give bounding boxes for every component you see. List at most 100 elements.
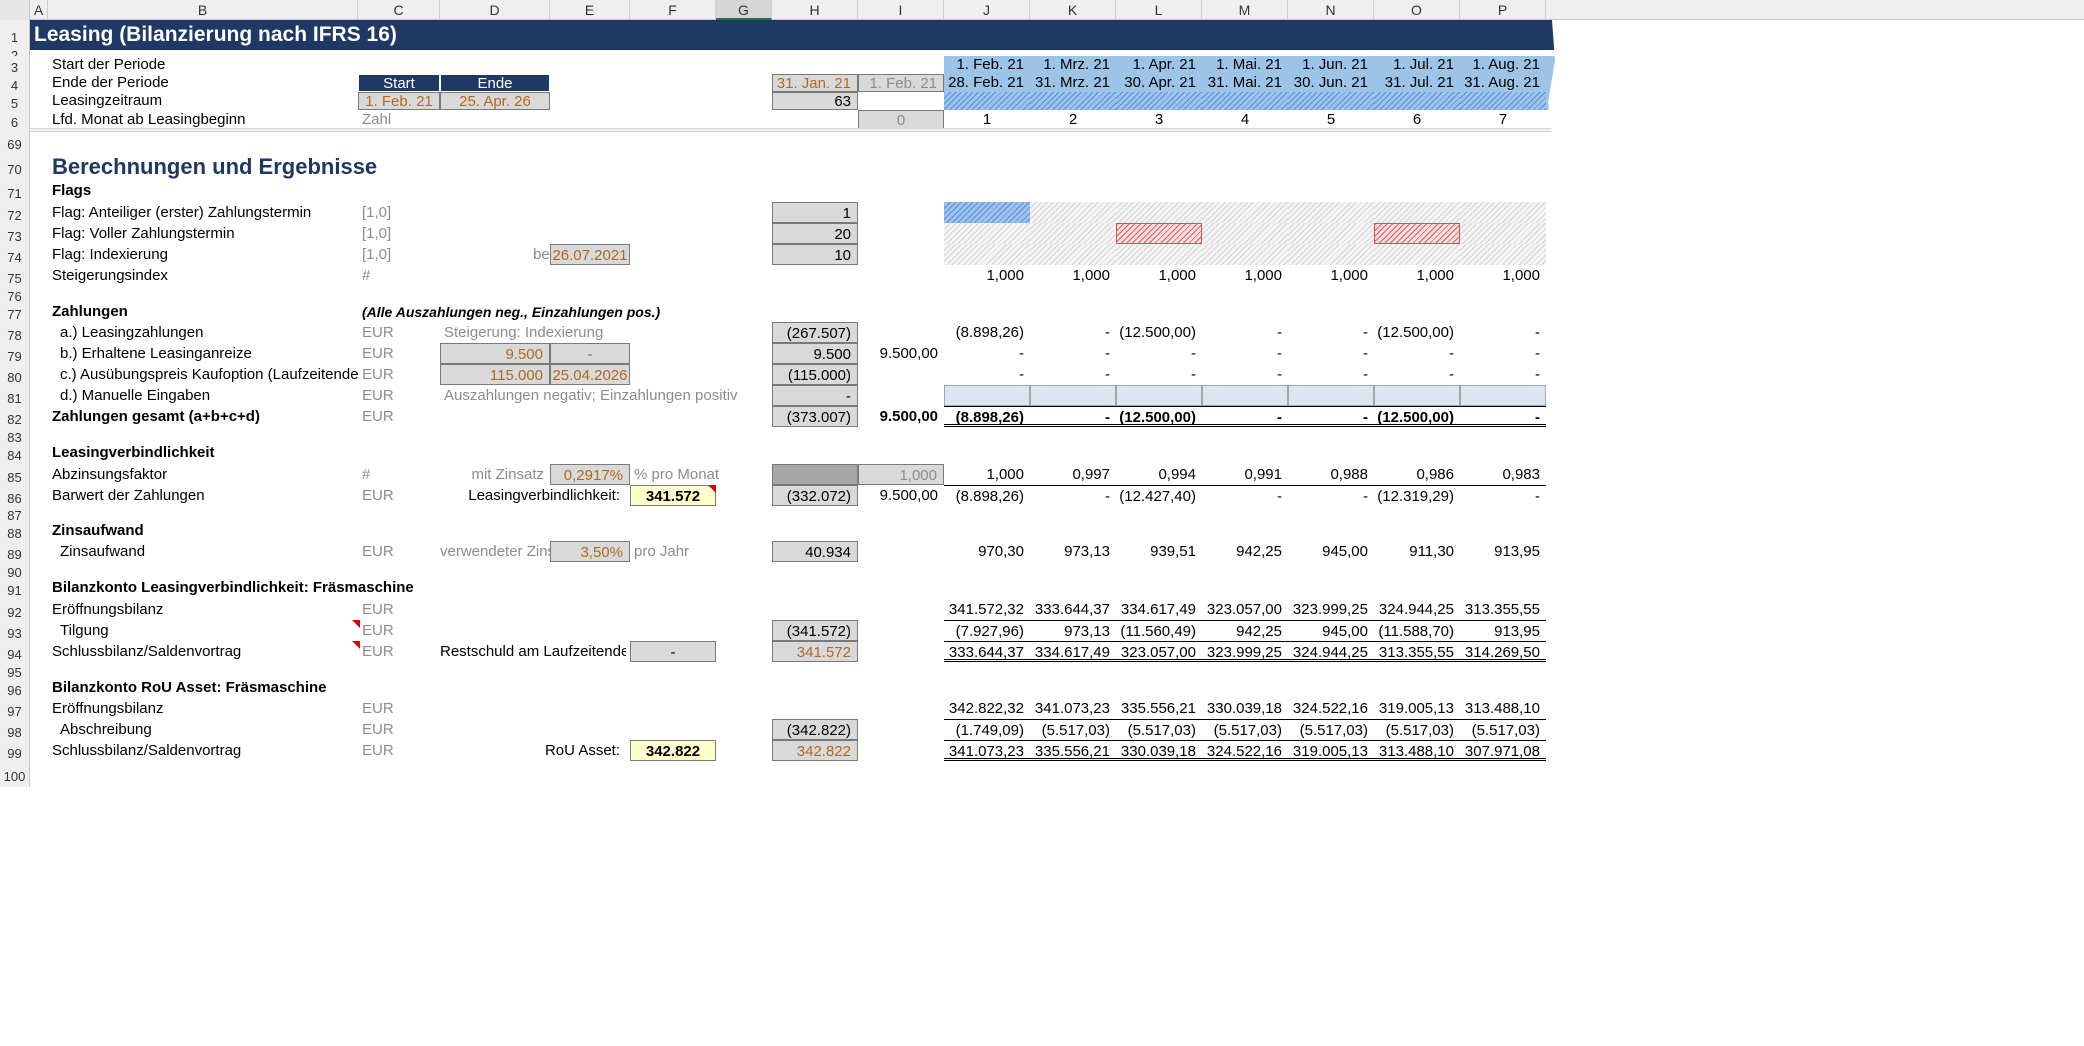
- rou-closing-value[interactable]: 307.971,08: [1460, 740, 1546, 761]
- manual-input-cell[interactable]: [1030, 385, 1116, 406]
- repayment-value[interactable]: 913,95: [1460, 620, 1546, 641]
- column-header-e[interactable]: E: [550, 0, 630, 20]
- manual-inputs-label[interactable]: d.) Manuelle Eingaben: [60, 387, 211, 404]
- purchase-option-label[interactable]: c.) Ausübungspreis Kaufoption (Laufzeite…: [60, 366, 358, 383]
- column-header-g[interactable]: G: [716, 0, 772, 20]
- incentive-initial[interactable]: 9.500,00: [879, 345, 938, 362]
- rou-opening-value[interactable]: 330.039,18: [1206, 700, 1282, 717]
- lease-liability-label[interactable]: Leasingverbindlichkeit:: [468, 487, 620, 504]
- timeline-end-date[interactable]: 30. Jun. 21: [1288, 74, 1374, 92]
- timeline-month-number[interactable]: 6: [1412, 111, 1422, 128]
- option-value[interactable]: -: [1277, 366, 1282, 383]
- manual-input-cell[interactable]: [1202, 385, 1288, 406]
- rou-asset-value[interactable]: 342.822: [630, 740, 716, 761]
- repayment-value[interactable]: 973,13: [1030, 620, 1116, 641]
- payments-heading[interactable]: Zahlungen: [52, 303, 128, 320]
- timeline-hatch[interactable]: [1288, 92, 1374, 110]
- row-header-96[interactable]: 96: [0, 677, 30, 698]
- row-header-84[interactable]: 84: [0, 442, 30, 464]
- row-header-1[interactable]: 1: [0, 20, 30, 50]
- payments-total-value[interactable]: (12.500,00): [1374, 406, 1460, 427]
- flag-index-cell[interactable]: [1460, 244, 1546, 265]
- flag-partial-cell[interactable]: [1030, 202, 1116, 223]
- escalation-index-label[interactable]: Steigerungsindex: [52, 267, 168, 284]
- flag-partial-sum[interactable]: 1: [772, 202, 858, 223]
- lease-payment-value[interactable]: (12.500,00): [1119, 324, 1196, 341]
- monthly-rate-input[interactable]: 0,2917%: [550, 464, 630, 485]
- timeline-hatch[interactable]: [1460, 92, 1546, 110]
- row-header-77[interactable]: 77: [0, 302, 30, 322]
- row-header-94[interactable]: 94: [0, 641, 30, 662]
- flag-partial-cell[interactable]: [944, 202, 1030, 223]
- timeline-start-date[interactable]: 1. Mai. 21: [1202, 56, 1288, 74]
- closing-balance-value[interactable]: 324.944,25: [1288, 641, 1374, 662]
- rou-opening-value[interactable]: 342.822,32: [948, 700, 1024, 717]
- flag-unit[interactable]: [1,0]: [362, 204, 392, 221]
- depreciation-value[interactable]: (5.517,03): [1202, 719, 1288, 740]
- comment-indicator[interactable]: [708, 485, 716, 493]
- flag-partial-cell[interactable]: [1374, 202, 1460, 223]
- flag-full-cell[interactable]: [1116, 223, 1202, 244]
- flag-full-sum[interactable]: 20: [772, 223, 858, 244]
- comment-indicator[interactable]: [352, 641, 360, 649]
- currency-eur[interactable]: EUR: [362, 387, 394, 404]
- column-header-f[interactable]: F: [630, 0, 716, 20]
- index-value[interactable]: 1,000: [1158, 267, 1196, 284]
- timeline-hatch[interactable]: [1374, 92, 1460, 110]
- present-value-value[interactable]: -: [1288, 485, 1374, 506]
- row-header-70[interactable]: 70: [0, 154, 30, 180]
- row-header-85[interactable]: 85: [0, 464, 30, 485]
- repayment-value[interactable]: (7.927,96): [944, 620, 1030, 641]
- lease-payments-sum[interactable]: (267.507): [772, 322, 858, 343]
- end-period-label[interactable]: Ende der Periode: [52, 74, 169, 91]
- interest-value[interactable]: 913,95: [1494, 543, 1540, 560]
- opening-balance-label[interactable]: Eröffnungsbilanz: [52, 601, 164, 618]
- incentives-sum[interactable]: 9.500: [772, 343, 858, 364]
- present-value-value[interactable]: -: [1202, 485, 1288, 506]
- column-header-k[interactable]: K: [1030, 0, 1116, 20]
- flag-partial-cell[interactable]: [1460, 202, 1546, 223]
- present-value-value[interactable]: -: [1030, 485, 1116, 506]
- row-header-2[interactable]: 2: [0, 49, 30, 62]
- index-value[interactable]: 1,000: [1416, 267, 1454, 284]
- row-header-5[interactable]: 5: [0, 92, 30, 111]
- used-rate-label[interactable]: verwendeter Zinsatz: [440, 543, 550, 560]
- prior-period-end[interactable]: 31. Jan. 21: [772, 74, 858, 92]
- interest-value[interactable]: 970,30: [978, 543, 1024, 560]
- month-zero[interactable]: 0: [858, 110, 944, 130]
- repayment-value[interactable]: (11.588,70): [1374, 620, 1460, 641]
- discount-factor-value[interactable]: 0,994: [1158, 466, 1196, 483]
- timeline-month-number[interactable]: 5: [1326, 111, 1336, 128]
- closing-balance-label[interactable]: Schlussbilanz/Saldenvortrag: [52, 643, 242, 660]
- flag-index-cell[interactable]: [944, 244, 1030, 265]
- per-month-label[interactable]: % pro Monat: [634, 466, 720, 483]
- depreciation-value[interactable]: (1.749,09): [944, 719, 1030, 740]
- present-value-initial[interactable]: 9.500,00: [879, 487, 938, 504]
- flag-index-sum[interactable]: 10: [772, 244, 858, 265]
- option-value[interactable]: -: [1363, 366, 1368, 383]
- closing-balance-value[interactable]: 333.644,37: [944, 641, 1030, 662]
- row-header-86[interactable]: 86: [0, 485, 30, 506]
- currency-eur[interactable]: EUR: [362, 721, 394, 738]
- indexation-start-input[interactable]: 26.07.2021: [550, 244, 630, 265]
- row-header-82[interactable]: 82: [0, 406, 30, 427]
- interest-value[interactable]: 942,25: [1236, 543, 1282, 560]
- currency-eur[interactable]: EUR: [362, 366, 394, 383]
- row-header-71[interactable]: 71: [0, 180, 30, 202]
- index-value[interactable]: 1,000: [986, 267, 1024, 284]
- row-header-69[interactable]: 69: [0, 130, 30, 154]
- manual-input-cell[interactable]: [1374, 385, 1460, 406]
- rou-closing-value[interactable]: 319.005,13: [1288, 740, 1374, 761]
- row-header-3[interactable]: 3: [0, 56, 30, 75]
- opening-balance-value[interactable]: 323.999,25: [1292, 601, 1368, 618]
- flag-full-cell[interactable]: [1288, 223, 1374, 244]
- discount-factor-label[interactable]: Abzinsungsfaktor: [52, 466, 168, 483]
- currency-eur[interactable]: EUR: [362, 700, 394, 717]
- flag-partial-cell[interactable]: [1116, 202, 1202, 223]
- lease-payment-value[interactable]: -: [1535, 324, 1540, 341]
- flag-full-cell[interactable]: [1460, 223, 1546, 244]
- flag-unit[interactable]: [1,0]: [362, 225, 392, 242]
- option-value[interactable]: -: [1535, 366, 1540, 383]
- manual-input-cell[interactable]: [1460, 385, 1546, 406]
- column-header-m[interactable]: M: [1202, 0, 1288, 20]
